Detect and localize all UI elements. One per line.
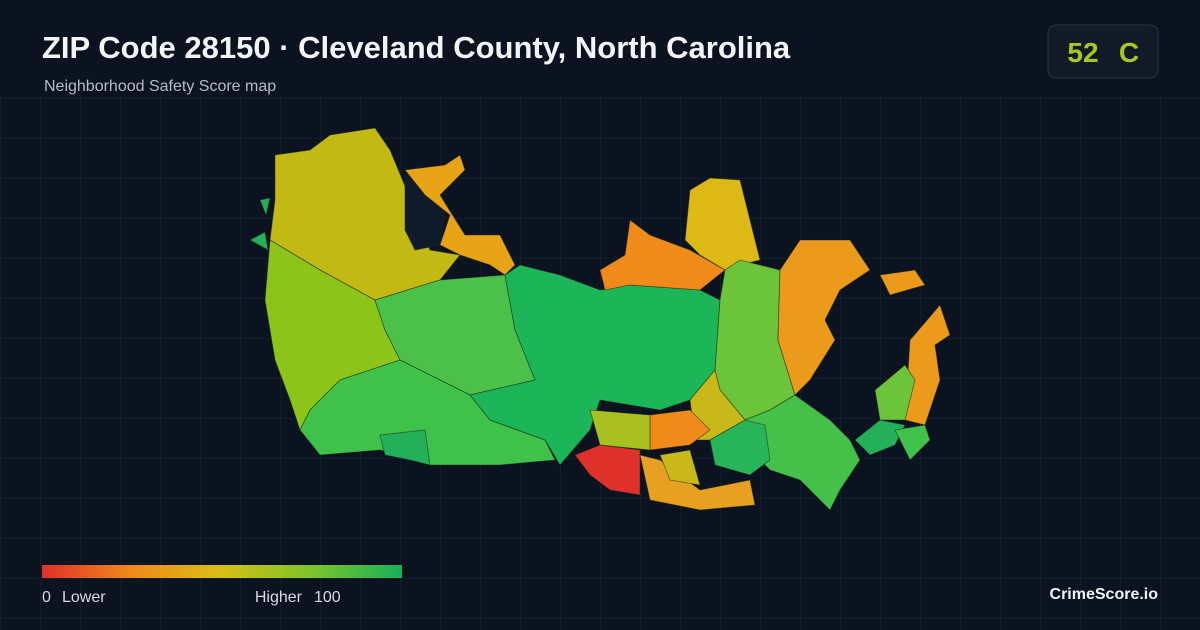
- legend-max-label: Higher: [255, 589, 303, 606]
- score-value: 52: [1067, 37, 1098, 68]
- brand: CrimeScore.io: [1050, 586, 1159, 603]
- title: ZIP Code 28150 · Cleveland County, North…: [42, 30, 791, 65]
- subtitle: Neighborhood Safety Score map: [44, 78, 276, 95]
- legend-min: 0: [42, 589, 51, 606]
- legend-max: 100: [314, 589, 341, 606]
- score-grade: C: [1119, 37, 1139, 68]
- map: [249, 127, 951, 511]
- score-box: [1047, 24, 1159, 79]
- legend-min-label: Lower: [62, 589, 106, 606]
- legend-scale: [42, 565, 402, 578]
